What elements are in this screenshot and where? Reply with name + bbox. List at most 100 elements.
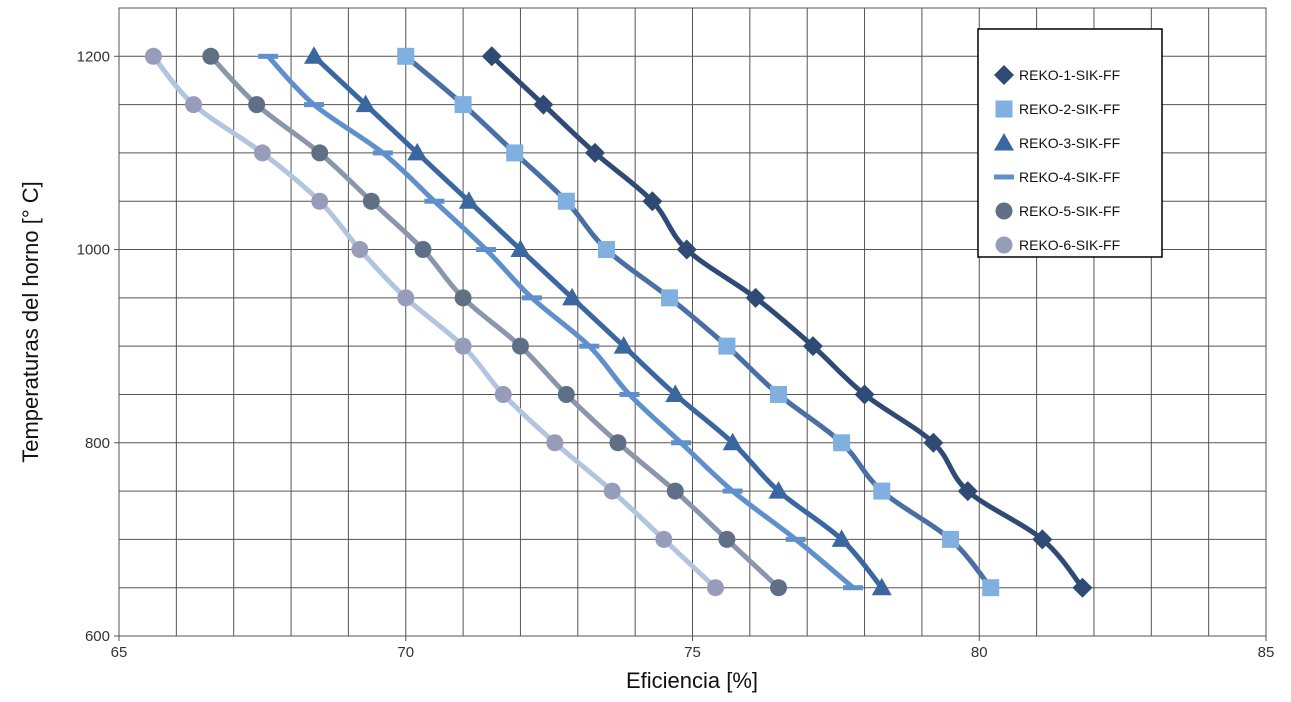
x-tick-label: 85 xyxy=(1258,644,1275,661)
data-point xyxy=(546,434,564,452)
data-point xyxy=(619,391,640,397)
data-point xyxy=(603,482,621,500)
legend-label: REKO-3-SIK-FF xyxy=(1019,135,1120,151)
legend-marker xyxy=(995,202,1013,220)
data-point xyxy=(770,385,788,403)
y-tick-label: 1000 xyxy=(77,242,110,259)
data-point xyxy=(942,530,960,548)
legend-label: REKO-6-SIK-FF xyxy=(1019,237,1120,253)
data-point xyxy=(843,585,864,591)
data-point xyxy=(362,192,380,210)
data-point xyxy=(722,488,743,494)
legend-item: REKO-6-SIK-FF xyxy=(995,236,1120,254)
data-point xyxy=(454,96,472,114)
data-point xyxy=(397,47,415,65)
legend-marker xyxy=(994,65,1014,85)
data-point xyxy=(351,241,369,259)
data-point xyxy=(258,53,279,59)
legend-item: REKO-3-SIK-FF xyxy=(994,133,1120,151)
y-tick-label: 800 xyxy=(85,435,110,452)
data-point xyxy=(407,142,428,161)
series-2 xyxy=(397,47,1000,597)
data-point xyxy=(745,287,766,308)
data-point xyxy=(481,46,502,67)
y-tick-label: 1200 xyxy=(77,48,110,65)
legend-item: REKO-5-SIK-FF xyxy=(995,202,1120,220)
data-point xyxy=(557,385,575,403)
series-6 xyxy=(144,47,724,597)
data-point xyxy=(873,482,891,500)
legend-marker xyxy=(995,236,1013,254)
data-point xyxy=(722,432,743,451)
y-tick-label: 600 xyxy=(85,628,110,645)
data-point xyxy=(510,239,531,258)
data-point xyxy=(923,432,944,453)
data-point xyxy=(642,191,663,212)
data-point xyxy=(982,579,1000,597)
data-point xyxy=(1072,577,1093,598)
x-tick-label: 75 xyxy=(684,644,701,661)
legend: REKO-1-SIK-FF REKO-2-SIK-FF REKO-3-SIK-FF R… xyxy=(977,28,1163,258)
data-point xyxy=(303,46,324,64)
data-point xyxy=(871,577,892,596)
x-tick-label: 70 xyxy=(397,644,414,661)
x-tick-label: 65 xyxy=(111,644,128,661)
data-point xyxy=(597,241,615,259)
legend-label: REKO-2-SIK-FF xyxy=(1019,101,1120,117)
series-line xyxy=(266,54,855,590)
legend-marker xyxy=(994,133,1014,151)
data-point xyxy=(768,481,789,499)
legend-marker xyxy=(995,100,1013,118)
data-point xyxy=(665,384,686,402)
data-point xyxy=(1032,529,1053,550)
y-axis-ticks: 600 800 1000 1200 xyxy=(77,48,119,645)
data-point xyxy=(785,536,806,542)
data-point xyxy=(372,150,393,156)
data-point xyxy=(303,102,324,108)
data-point xyxy=(831,529,852,547)
x-axis-title: Eficiencia [%] xyxy=(626,668,758,693)
series-line xyxy=(312,54,884,590)
data-point xyxy=(718,530,736,548)
data-point xyxy=(613,336,634,354)
data-point xyxy=(718,337,736,355)
data-point xyxy=(533,94,554,115)
data-point xyxy=(770,579,788,597)
legend-item: REKO-1-SIK-FF xyxy=(994,65,1120,85)
legend-marker xyxy=(994,174,1014,180)
data-point xyxy=(311,144,329,162)
legend-label: REKO-5-SIK-FF xyxy=(1019,203,1120,219)
data-point xyxy=(458,191,479,209)
data-point xyxy=(579,343,600,349)
data-point xyxy=(202,47,220,65)
x-axis-ticks: 65 70 75 80 85 xyxy=(111,636,1275,661)
data-point xyxy=(424,198,445,204)
data-point xyxy=(706,579,724,597)
data-point xyxy=(355,94,376,113)
series-1 xyxy=(481,46,1093,598)
x-tick-label: 80 xyxy=(971,644,988,661)
data-point xyxy=(511,337,529,355)
data-point xyxy=(506,144,524,162)
data-point xyxy=(397,289,415,307)
data-point xyxy=(248,96,266,114)
data-point xyxy=(802,336,823,357)
data-point xyxy=(661,289,679,307)
data-point xyxy=(144,47,162,65)
data-point xyxy=(585,142,606,163)
data-point xyxy=(414,241,432,259)
data-point xyxy=(666,482,684,500)
data-point xyxy=(957,481,978,502)
series-4 xyxy=(258,53,864,591)
data-point xyxy=(609,434,627,452)
data-point xyxy=(454,337,472,355)
data-point xyxy=(494,385,512,403)
series-5 xyxy=(202,47,788,597)
legend-label: REKO-4-SIK-FF xyxy=(1019,169,1120,185)
series-line xyxy=(151,54,718,590)
data-point xyxy=(655,530,673,548)
legend-label: REKO-1-SIK-FF xyxy=(1019,67,1120,83)
data-point xyxy=(311,192,329,210)
legend-item: REKO-4-SIK-FF xyxy=(994,169,1120,185)
